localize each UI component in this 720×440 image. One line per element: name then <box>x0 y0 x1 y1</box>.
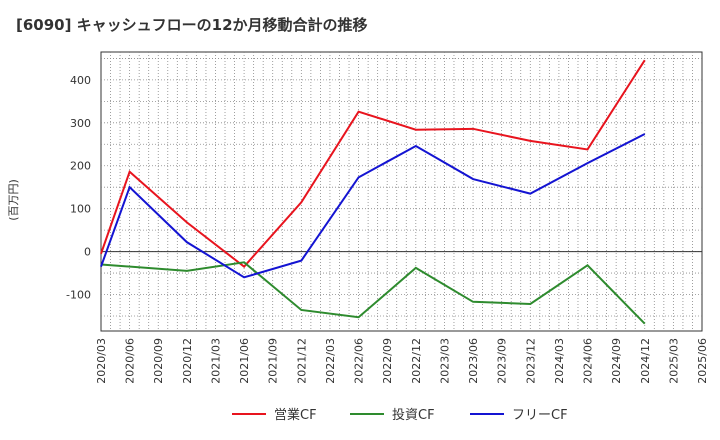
x-tick-label: 2020/03 <box>95 338 108 384</box>
x-tick-label: 2024/03 <box>553 338 566 384</box>
y-tick-label: 100 <box>70 203 91 216</box>
x-tick-label: 2021/09 <box>267 338 280 384</box>
y-tick-label: -100 <box>66 289 91 302</box>
legend-label: 投資CF <box>392 407 435 423</box>
x-tick-label: 2021/12 <box>295 338 308 384</box>
grid <box>101 52 702 331</box>
series-line-3 <box>100 133 646 279</box>
x-tick-label: 2024/12 <box>639 338 652 384</box>
x-tick-label: 2024/06 <box>582 338 595 384</box>
y-axis-label: (百万円) <box>7 179 20 221</box>
x-tick-label: 2025/06 <box>696 338 709 384</box>
x-tick-label: 2020/12 <box>181 338 194 384</box>
x-tick-label: 2021/06 <box>238 338 251 384</box>
series-line-1 <box>100 59 646 268</box>
x-tick-label: 2020/06 <box>124 338 137 384</box>
x-tick-label: 2021/03 <box>209 338 222 384</box>
x-tick-label: 2022/06 <box>353 338 366 384</box>
chart-title: [6090] キャッシュフローの12か月移動合計の推移 <box>16 16 368 34</box>
y-tick-label: 400 <box>70 74 91 87</box>
x-tick-label: 2023/12 <box>524 338 537 384</box>
y-tick-label: 0 <box>84 246 91 259</box>
x-tick-label: 2022/09 <box>381 338 394 384</box>
x-tick-label: 2022/03 <box>324 338 337 384</box>
legend: 営業CF 投資CF フリーCF <box>232 407 568 423</box>
series-layer <box>100 59 646 325</box>
x-tick-label: 2020/09 <box>152 338 165 384</box>
x-tick-label: 2025/03 <box>667 338 680 384</box>
x-tick-label: 2022/12 <box>410 338 423 384</box>
x-axis-ticks: 2020/03 2020/06 2020/09 2020/12 2021/03 2021/… <box>95 338 709 384</box>
legend-label: フリーCF <box>512 408 568 423</box>
x-tick-label: 2024/09 <box>610 338 623 384</box>
x-tick-label: 2023/09 <box>496 338 509 384</box>
series-line-2 <box>100 261 646 325</box>
plot-area <box>100 51 703 332</box>
legend-label: 営業CF <box>274 407 317 423</box>
x-tick-label: 2023/03 <box>438 338 451 384</box>
y-tick-label: 200 <box>70 160 91 173</box>
y-tick-label: 300 <box>70 117 91 130</box>
x-tick-label: 2023/06 <box>467 338 480 384</box>
y-axis-ticks: -100 0 100 200 300 400 <box>66 74 91 302</box>
